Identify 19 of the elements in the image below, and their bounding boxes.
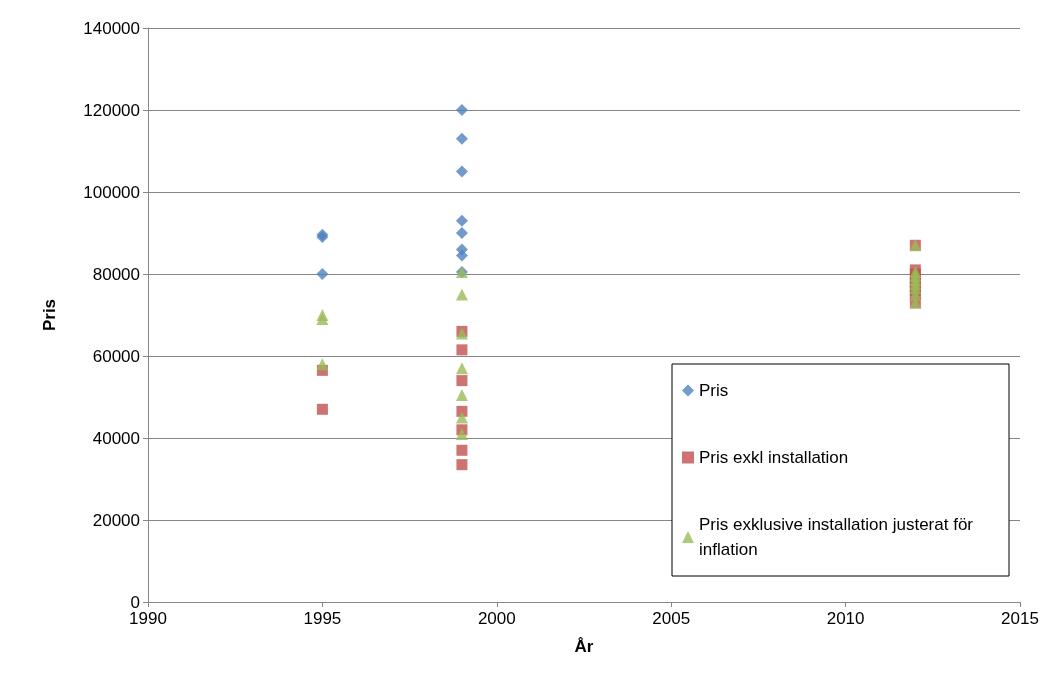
x-axis-title: År xyxy=(574,637,594,656)
x-tick-label: 2000 xyxy=(477,609,516,628)
x-tick-label: 2005 xyxy=(652,609,691,628)
legend-label: Pris exkl installation xyxy=(699,448,849,467)
x-tick-label: 2015 xyxy=(1001,609,1039,628)
y-tick-label: 60000 xyxy=(92,346,140,366)
y-tick-label: 40000 xyxy=(92,428,140,448)
x-tick-label: 1995 xyxy=(303,609,342,628)
y-tick-label: 80000 xyxy=(92,264,140,284)
y-tick-label: 140000 xyxy=(83,18,140,38)
y-axis-title: Pris xyxy=(40,298,59,332)
legend-label: Pris exklusive installation justerat för inflation xyxy=(699,515,978,559)
y-tick-label: 20000 xyxy=(92,510,140,530)
legend-label: Pris xyxy=(699,381,729,400)
y-tick-label: 120000 xyxy=(83,100,140,120)
x-tick-label: 2010 xyxy=(826,609,865,628)
y-tick-label: 100000 xyxy=(83,182,140,202)
x-tick-label: 1990 xyxy=(129,609,167,628)
y-tick-label: 0 xyxy=(130,592,140,612)
